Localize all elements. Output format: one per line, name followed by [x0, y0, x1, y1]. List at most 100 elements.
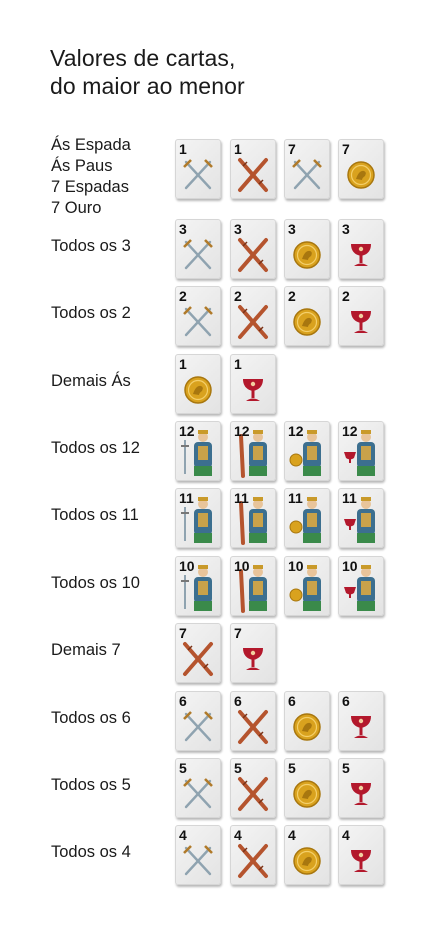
playing-card-ouro: 6 — [284, 691, 330, 751]
rank-label-line: Todos os 3 — [51, 237, 131, 255]
espadas-icon — [183, 778, 213, 809]
rank-row: Todos os 11 11 11 11 11 — [0, 488, 430, 548]
ouro-icon — [293, 780, 321, 808]
rank-row: Todos os 6 6 6 6 6 — [0, 691, 430, 751]
espadas-icon — [183, 306, 213, 337]
paus-icon — [238, 710, 268, 744]
playing-card-paus: 7 — [175, 623, 221, 683]
espadas-icon — [183, 711, 213, 742]
card-rank-number: 4 — [179, 827, 187, 843]
playing-card-paus: 2 — [230, 286, 276, 346]
rank-label: Todos os 12 — [51, 438, 140, 459]
playing-card-copas: 6 — [338, 691, 384, 751]
ouro-icon — [289, 430, 321, 476]
rank-row: Todos os 10 10 10 10 10 — [0, 556, 430, 616]
playing-card-paus: 3 — [230, 219, 276, 279]
copas-icon — [243, 379, 263, 401]
ouro-icon — [293, 713, 321, 741]
rank-row: Todos os 3 3 3 3 3 — [0, 219, 430, 279]
card-rank-number: 12 — [342, 423, 358, 439]
rank-label: Todos os 4 — [51, 842, 131, 863]
rank-row: Todos os 4 4 4 4 4 — [0, 825, 430, 885]
card-rank-number: 10 — [234, 558, 250, 574]
card-rank-number: 1 — [179, 356, 187, 372]
card-rank-number: 6 — [342, 693, 350, 709]
copas-icon — [344, 565, 375, 611]
rank-row: Todos os 2 2 2 2 2 — [0, 286, 430, 346]
playing-card-ouro: 11 — [284, 488, 330, 548]
paus-icon — [239, 430, 267, 478]
card-rank-number: 7 — [288, 141, 296, 157]
paus-icon — [239, 497, 267, 545]
card-rank-number: 10 — [342, 558, 358, 574]
ouro-icon — [184, 376, 212, 404]
card-rank-number: 2 — [234, 288, 242, 304]
rank-label: Ás Espada Ás Paus 7 Espadas 7 Ouro — [51, 135, 131, 219]
ouro-icon — [347, 161, 375, 189]
copas-icon — [351, 244, 371, 266]
rank-label: Demais Ás — [51, 371, 131, 392]
espadas-icon — [181, 565, 212, 611]
espadas-icon — [181, 430, 212, 476]
rank-label-line: Todos os 4 — [51, 843, 131, 861]
rank-row: Demais 7 7 7 — [0, 623, 430, 683]
playing-card-espadas: 6 — [175, 691, 221, 751]
card-rank-number: 7 — [342, 141, 350, 157]
card-rank-number: 1 — [179, 141, 187, 157]
playing-card-espadas: 10 — [175, 556, 221, 616]
paus-icon — [238, 158, 268, 192]
paus-icon — [183, 642, 213, 676]
paus-icon — [238, 844, 268, 878]
rank-label-line: Todos os 10 — [51, 574, 140, 592]
card-rank-number: 5 — [288, 760, 296, 776]
rank-label-line: Todos os 12 — [51, 439, 140, 457]
espadas-icon — [181, 497, 212, 543]
card-rank-number: 3 — [288, 221, 296, 237]
espadas-icon — [183, 159, 213, 190]
copas-icon — [351, 850, 371, 872]
copas-icon — [344, 497, 375, 543]
title-line-2: do maior ao menor — [50, 73, 245, 99]
playing-card-espadas: 3 — [175, 219, 221, 279]
rank-label-line: Todos os 2 — [51, 304, 131, 322]
card-rank-number: 6 — [179, 693, 187, 709]
playing-card-espadas: 1 — [175, 139, 221, 199]
rank-label: Todos os 11 — [51, 505, 139, 526]
card-rank-number: 3 — [234, 221, 242, 237]
rank-label-line: Ás Espada — [51, 136, 131, 154]
card-rank-number: 6 — [288, 693, 296, 709]
playing-card-copas: 10 — [338, 556, 384, 616]
card-rank-number: 7 — [234, 625, 242, 641]
playing-card-paus: 12 — [230, 421, 276, 481]
card-rank-number: 2 — [288, 288, 296, 304]
paus-icon — [239, 565, 267, 613]
ouro-icon — [289, 565, 321, 611]
rank-row: Ás Espada Ás Paus 7 Espadas 7 Ouro 1 1 7 7 — [0, 136, 430, 217]
rank-row: Todos os 12 12 12 12 12 — [0, 421, 430, 481]
playing-card-copas: 11 — [338, 488, 384, 548]
card-rank-number: 3 — [179, 221, 187, 237]
playing-card-ouro: 2 — [284, 286, 330, 346]
playing-card-paus: 1 — [230, 139, 276, 199]
playing-card-espadas: 4 — [175, 825, 221, 885]
rank-label-line: 7 Espadas — [51, 178, 129, 196]
playing-card-copas: 7 — [230, 623, 276, 683]
playing-card-paus: 10 — [230, 556, 276, 616]
page-title: Valores de cartas, do maior ao menor — [50, 44, 245, 100]
playing-card-espadas: 11 — [175, 488, 221, 548]
ouro-icon — [293, 308, 321, 336]
card-rank-number: 10 — [288, 558, 304, 574]
playing-card-copas: 5 — [338, 758, 384, 818]
ouro-icon — [293, 241, 321, 269]
card-rank-number: 1 — [234, 141, 242, 157]
espadas-icon — [292, 159, 322, 190]
card-rank-number: 12 — [179, 423, 195, 439]
card-rank-number: 3 — [342, 221, 350, 237]
card-rank-number: 5 — [234, 760, 242, 776]
rank-row: Todos os 5 5 5 5 5 — [0, 758, 430, 818]
playing-card-espadas: 5 — [175, 758, 221, 818]
playing-card-copas: 4 — [338, 825, 384, 885]
card-rank-number: 5 — [342, 760, 350, 776]
card-rank-number: 11 — [288, 490, 303, 506]
title-line-1: Valores de cartas, — [50, 45, 236, 71]
